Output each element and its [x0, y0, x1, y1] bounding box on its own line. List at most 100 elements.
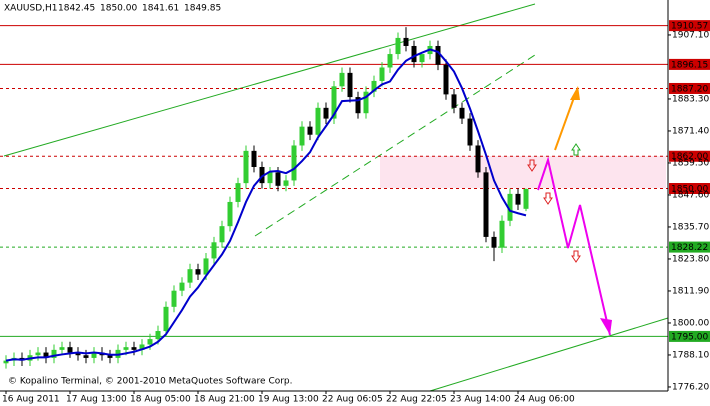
arrow-head — [600, 318, 612, 335]
candle-body — [107, 355, 113, 358]
candle-body — [515, 193, 521, 205]
candle-body — [331, 86, 337, 119]
down-arrow — [571, 250, 581, 263]
x-tick-label: 22 Aug 06:05 — [322, 395, 383, 405]
arrow-head — [570, 86, 580, 100]
candle-body — [251, 150, 257, 167]
candle-body — [275, 172, 281, 186]
candle-body — [43, 352, 49, 358]
candle-body — [315, 107, 321, 135]
candle-body — [467, 118, 473, 146]
level-tag — [669, 20, 710, 32]
projection — [554, 91, 577, 151]
candle-body — [123, 347, 129, 350]
candle-body — [339, 72, 345, 87]
ohlc-label: 1841.61 — [142, 4, 179, 14]
candle-body — [299, 126, 305, 146]
symbol-title: XAUUSD,H1 — [4, 4, 58, 14]
candle-body — [307, 126, 313, 135]
candle-body — [155, 331, 161, 340]
down-arrow — [527, 159, 537, 172]
candle-body — [451, 94, 457, 108]
x-tick-label: 19 Aug 13:00 — [258, 395, 319, 405]
level-label: 1887.20 — [671, 84, 708, 94]
candle-body — [443, 64, 449, 95]
ohlc-label: 1850.00 — [100, 4, 137, 14]
candle-body — [243, 150, 249, 184]
y-tick-label: 1835.70 — [672, 222, 709, 232]
y-tick-label: 1800.00 — [672, 318, 709, 328]
candle-body — [163, 306, 169, 332]
zone — [380, 156, 666, 188]
candle-body — [259, 166, 265, 184]
candle-body — [379, 67, 385, 81]
candle-body — [499, 220, 505, 248]
candle-body — [403, 37, 409, 46]
candle-body — [483, 172, 489, 237]
candle-body — [363, 91, 369, 114]
candle-body — [203, 258, 209, 275]
projection — [537, 156, 611, 336]
candle-body — [195, 269, 201, 275]
candle-body — [283, 180, 289, 186]
ohlc-label: 1842.45 — [58, 4, 95, 14]
candle-body — [59, 347, 65, 350]
level-tag — [669, 183, 710, 195]
copyright: © Kopalino Terminal, © 2001-2010 MetaQuo… — [8, 377, 293, 387]
y-tick-label: 1823.80 — [672, 254, 709, 264]
candle-body — [475, 145, 481, 173]
candle-body — [187, 269, 193, 283]
up-arrow — [571, 143, 581, 156]
candle-body — [523, 188, 529, 209]
level-label: 1862.00 — [671, 152, 708, 162]
y-tick-label: 1811.90 — [672, 286, 709, 296]
y-tick-label: 1847.60 — [672, 190, 709, 200]
candle-body — [235, 183, 241, 202]
candle-body — [147, 339, 153, 345]
level-tag — [669, 150, 710, 162]
level-label: 1896.15 — [671, 60, 708, 70]
candle-body — [35, 352, 41, 356]
x-tick-label: 17 Aug 13:00 — [66, 395, 127, 405]
candle-body — [267, 172, 273, 184]
x-tick-label: 23 Aug 14:00 — [450, 395, 511, 405]
candle-body — [355, 97, 361, 114]
ohlc-label: 1849.85 — [184, 4, 221, 14]
candle-body — [219, 226, 225, 243]
level-tag — [669, 330, 710, 342]
candle-body — [411, 45, 417, 63]
marks — [0, 25, 668, 369]
candle-body — [323, 107, 329, 119]
candle-body — [75, 352, 81, 356]
x-tick-label: 18 Aug 05:00 — [130, 395, 191, 405]
channel-line — [429, 317, 669, 392]
candle-body — [387, 54, 393, 68]
candle-body — [3, 360, 9, 364]
candle-body — [227, 201, 233, 227]
moving-average — [5, 48, 527, 362]
candle-body — [435, 45, 441, 65]
level-tag — [669, 82, 710, 94]
candle-body — [83, 355, 89, 358]
down-arrow — [543, 192, 553, 205]
candle-body — [171, 290, 177, 307]
x-tick-label: 24 Aug 06:00 — [514, 395, 575, 405]
x-tick-label: 18 Aug 21:00 — [194, 395, 255, 405]
candle-body — [91, 352, 97, 358]
candle-body — [371, 80, 377, 92]
candle-body — [67, 347, 73, 353]
y-tick-label: 1883.30 — [672, 94, 709, 104]
candle-body — [419, 54, 425, 63]
level-tag — [669, 241, 710, 253]
y-tick-label: 1859.50 — [672, 158, 709, 168]
x-tick-label: 16 Aug 2011 — [2, 395, 60, 405]
candle-body — [139, 344, 145, 350]
candle-body — [395, 37, 401, 55]
candle-body — [347, 72, 353, 98]
y-tick-label: 1871.40 — [672, 126, 709, 136]
level-label: 1910.57 — [671, 22, 708, 32]
candle-body — [491, 236, 497, 248]
y-tick-label: 1776.20 — [672, 382, 709, 392]
